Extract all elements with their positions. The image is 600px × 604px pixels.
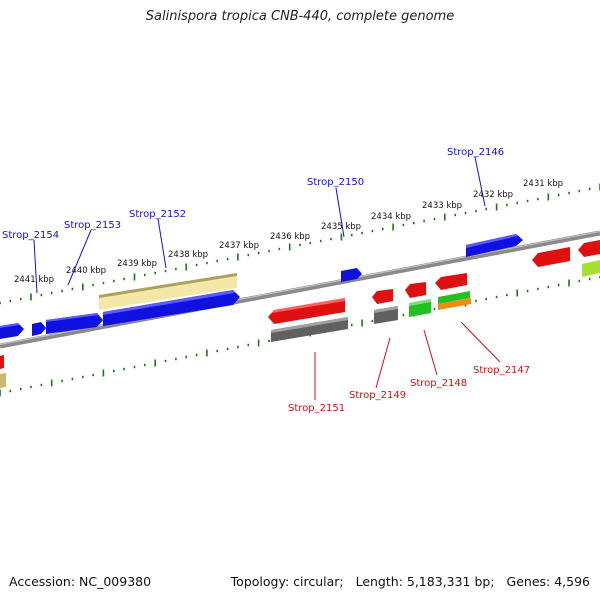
gene-label-leaders-top	[33, 156, 486, 294]
scale-label: 2431 kbp	[523, 179, 563, 189]
scale-label: 2432 kbp	[473, 190, 513, 200]
genome-summary: Topology: circular; Length: 5,183,331 bp…	[231, 574, 590, 589]
scale-label: 2440 kbp	[66, 266, 106, 276]
gene-feature-strop-2147-green[interactable]	[438, 291, 470, 304]
gene-feature-strop-2151-gray[interactable]	[271, 317, 348, 342]
scale-label: 2441 kbp	[14, 275, 54, 285]
genome-backbone-highlight	[0, 231, 600, 345]
gene-label-strop-2151[interactable]: Strop_2151	[288, 403, 345, 414]
topology-text: Topology: circular;	[230, 574, 344, 589]
genes-count-text: Genes: 4,596	[506, 574, 590, 589]
gene-feature-strop-2152-blue[interactable]	[103, 290, 240, 326]
scale-label: 2433 kbp	[422, 201, 462, 211]
length-text: Length: 5,183,331 bp;	[355, 574, 495, 589]
scale-label: 2438 kbp	[168, 250, 208, 260]
gene-feature-left-pale[interactable]	[0, 373, 6, 388]
gene-feature-strop-2152-pale[interactable]	[99, 273, 237, 310]
gene-feature-strop-2147-orange[interactable]	[438, 298, 471, 310]
gene-feature-strop-2148-green[interactable]	[409, 299, 431, 317]
gene-feature-strop-2154[interactable]	[32, 322, 46, 336]
gene-label-strop-2148[interactable]: Strop_2148	[410, 378, 467, 389]
gene-feature-left-red[interactable]	[0, 355, 4, 369]
gene-feature-strop-2153[interactable]	[46, 313, 103, 334]
scale-label: 2434 kbp	[371, 212, 411, 222]
scale-ticks-upper	[0, 183, 600, 305]
scale-labels: 2441 kbp 2440 kbp 2439 kbp 2438 kbp 2437 kbp…	[14, 179, 563, 285]
gene-feature-right-red-1[interactable]	[532, 247, 570, 267]
gene-label-strop-2154[interactable]: Strop_2154	[2, 230, 59, 241]
genome-title: Salinispora tropica CNB-440, complete ge…	[145, 9, 455, 24]
gene-feature-right-red-2[interactable]	[578, 240, 600, 257]
gene-feature-strop-2149-red[interactable]	[372, 289, 393, 304]
gene-feature-right-lime[interactable]	[582, 260, 600, 277]
gene-feature-strop-2149-gray[interactable]	[374, 306, 398, 324]
gene-feature-strop-2146[interactable]	[466, 234, 523, 257]
gene-label-strop-2150[interactable]: Strop_2150	[307, 177, 364, 188]
gene-feature-strop-2148-red[interactable]	[405, 282, 426, 298]
gene-label-strop-2147[interactable]: Strop_2147	[473, 365, 530, 376]
scale-label: 2435 kbp	[321, 222, 361, 232]
scale-label: 2436 kbp	[270, 232, 310, 242]
gene-feature-strop-2150[interactable]	[341, 268, 362, 282]
gene-feature-strop-2151[interactable]	[268, 298, 345, 324]
gene-label-strop-2149[interactable]: Strop_2149	[349, 390, 406, 401]
accession-text: Accession: NC_009380	[9, 574, 152, 589]
genome-backbone	[0, 230, 600, 349]
gene-feature-strop-2147-red[interactable]	[435, 273, 467, 290]
scale-label: 2439 kbp	[117, 259, 157, 269]
gene-label-leaders-bottom	[314, 321, 501, 400]
scale-label: 2437 kbp	[219, 241, 259, 251]
gene-label-strop-2153[interactable]: Strop_2153	[64, 220, 121, 231]
gene-feature-left-1[interactable]	[0, 323, 24, 339]
gene-label-strop-2152[interactable]: Strop_2152	[129, 209, 186, 220]
gene-label-strop-2146[interactable]: Strop_2146	[447, 147, 504, 158]
